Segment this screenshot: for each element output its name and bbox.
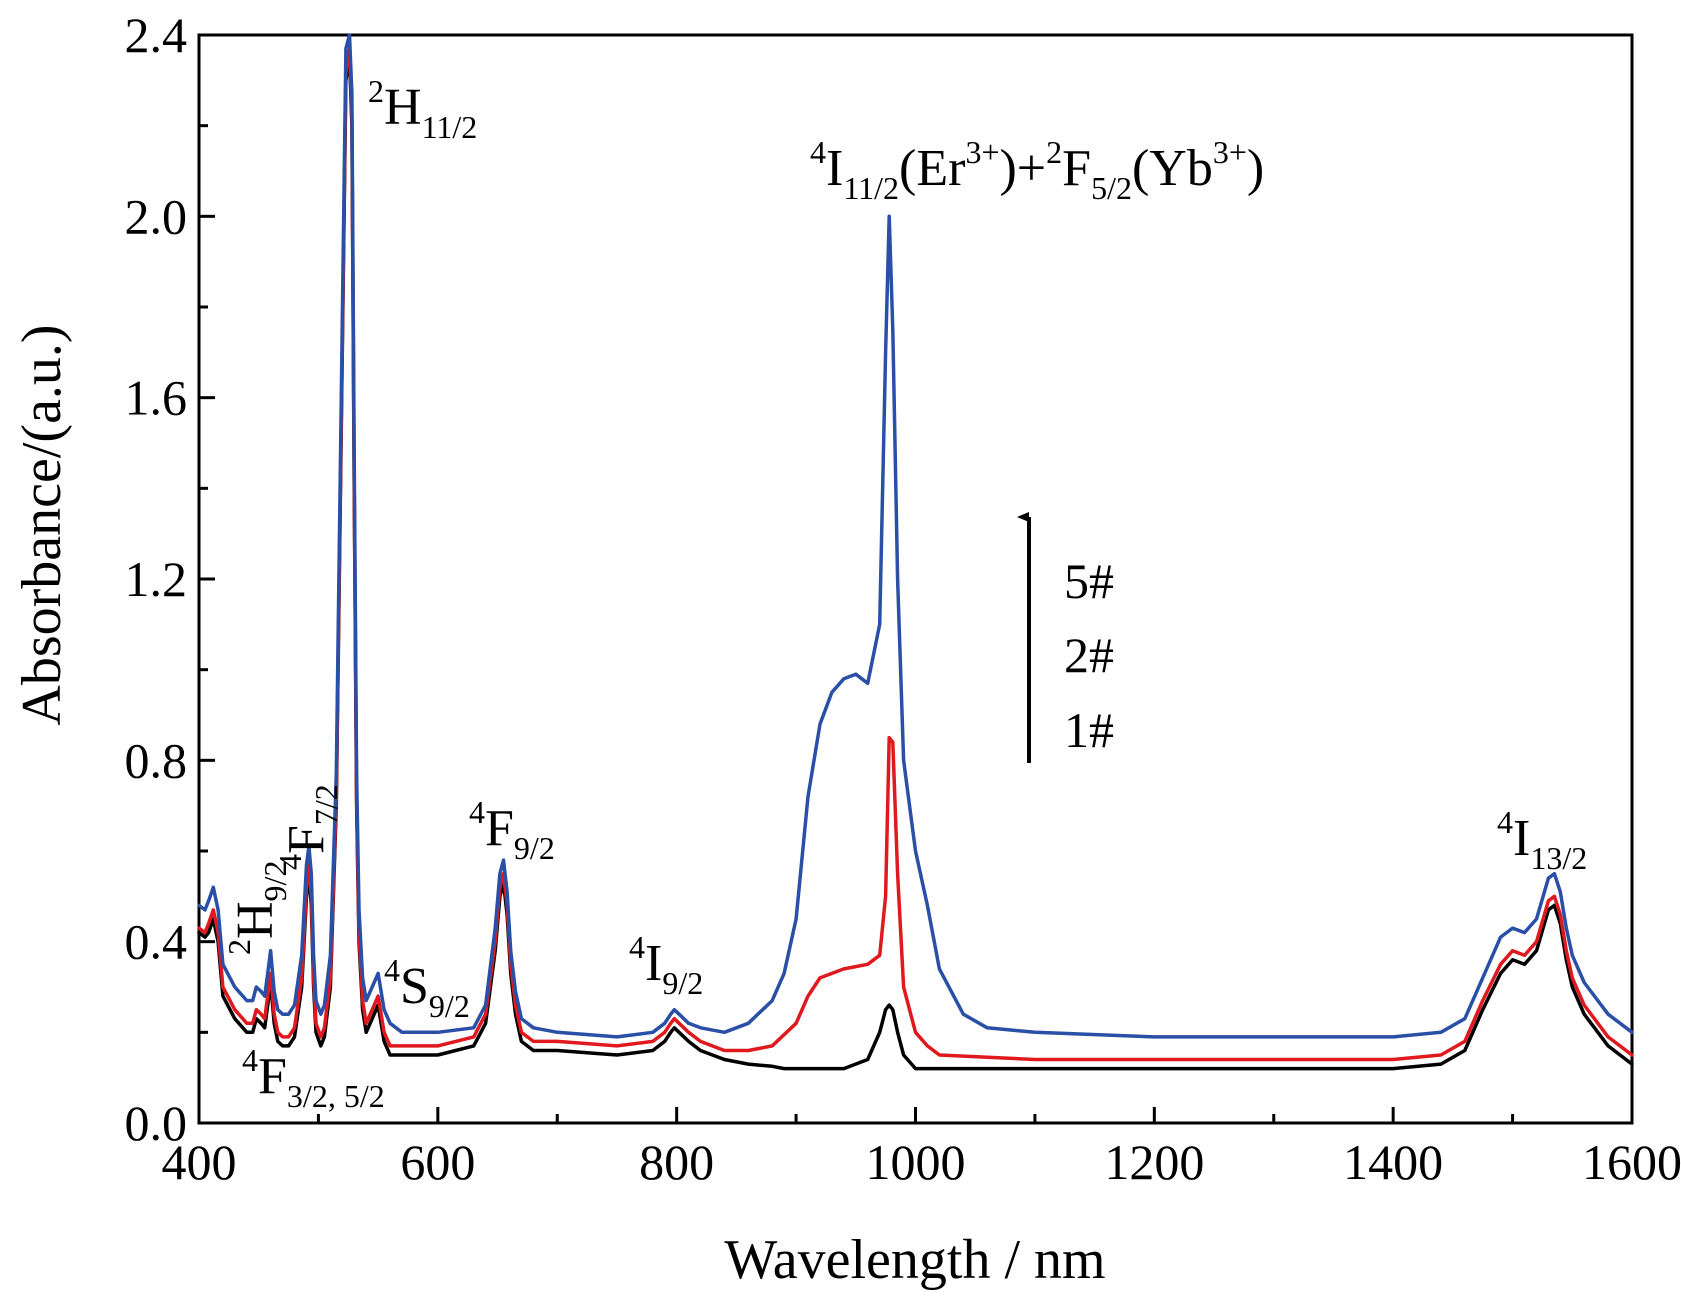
x-tick-label: 400 xyxy=(162,1134,237,1190)
x-tick-label: 1400 xyxy=(1343,1134,1443,1190)
legend-label-1: 1# xyxy=(1064,702,1114,758)
y-tick-label: 1.6 xyxy=(125,370,188,426)
y-axis-tick-labels: 0.0 0.4 0.8 1.2 1.6 2.0 2.4 xyxy=(125,7,188,1151)
y-axis-title: Absorbance/(a.u.) xyxy=(11,324,73,725)
y-tick-label: 0.8 xyxy=(125,732,188,788)
annotation-4I9-2: 4I9/2 xyxy=(629,929,703,1001)
annotation-4I13-2: 4I13/2 xyxy=(1497,804,1587,876)
x-tick-label: 600 xyxy=(400,1134,475,1190)
annotation-4S9-2: 4S9/2 xyxy=(384,952,470,1024)
x-axis-tick-labels: 400 600 800 1000 1200 1400 1600 xyxy=(162,1134,1681,1190)
x-tick-label: 800 xyxy=(639,1134,714,1190)
x-tick-label: 1000 xyxy=(866,1134,966,1190)
series-line-2 xyxy=(197,46,1634,1062)
series-line-1 xyxy=(197,55,1634,1071)
x-tick-label: 1200 xyxy=(1104,1134,1204,1190)
x-axis-ticks xyxy=(197,1107,1634,1123)
y-axis-ticks xyxy=(199,33,215,1125)
series-line-5 xyxy=(197,33,1634,1039)
annotation-4F3-2-5-2: 4F3/2, 5/2 xyxy=(242,1042,385,1114)
y-tick-label: 0.0 xyxy=(125,1095,188,1151)
y-tick-label: 2.4 xyxy=(125,7,188,63)
series-layer xyxy=(197,33,1634,1071)
legend-label-2: 2# xyxy=(1064,627,1114,683)
x-tick-label: 1600 xyxy=(1582,1134,1681,1190)
y-tick-label: 0.4 xyxy=(125,914,188,970)
annotation-2H9-2: 2H9/2 xyxy=(221,861,293,955)
legend-label-5: 5# xyxy=(1064,553,1114,609)
x-axis-title: Wavelength / nm xyxy=(724,1229,1105,1291)
y-tick-label: 2.0 xyxy=(125,188,188,244)
annotation-4F7-2: 4F7/2 xyxy=(272,784,344,870)
annotation-2H11-2: 2H11/2 xyxy=(368,73,477,145)
annotation-4I11-2-Er-2F5-2-Yb: 4I11/2(Er3+)+2F5/2(Yb3+) xyxy=(810,134,1264,206)
y-tick-label: 1.2 xyxy=(125,551,188,607)
annotation-4F9-2: 4F9/2 xyxy=(469,794,555,866)
